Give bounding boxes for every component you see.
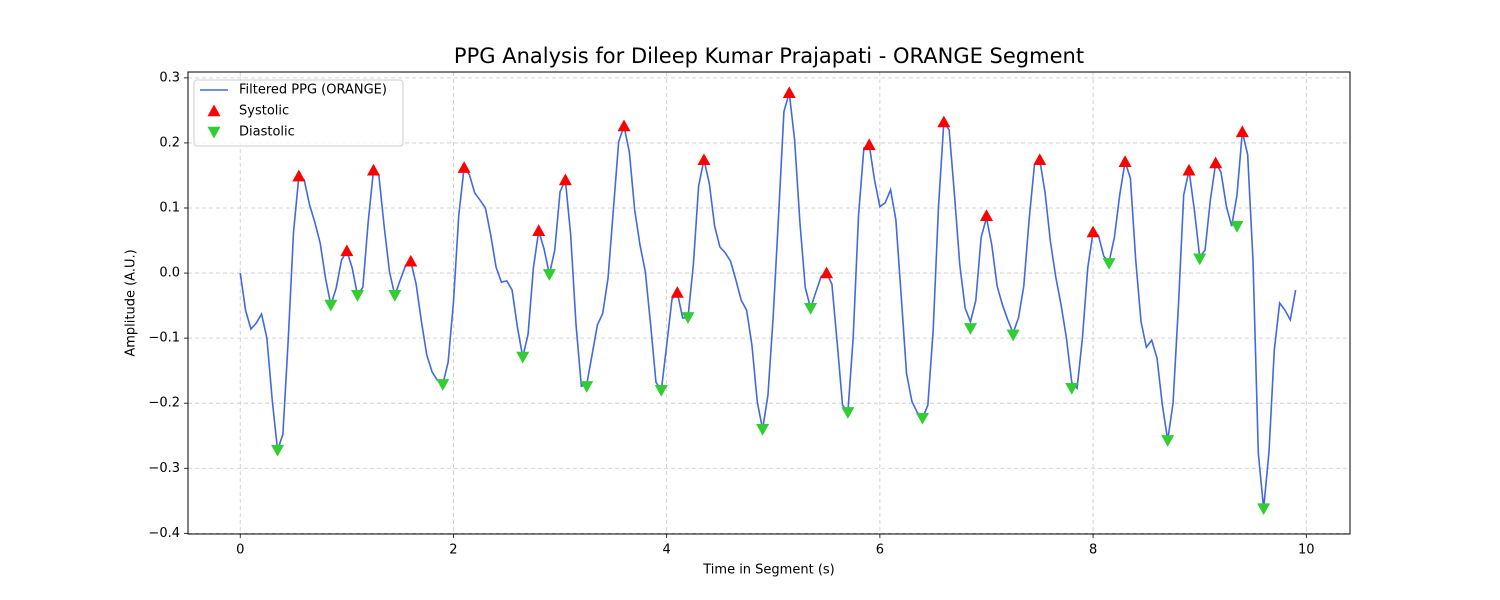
diastolic-marker	[841, 407, 855, 419]
systolic-marker	[404, 254, 418, 267]
x-tick-label: 8	[1089, 543, 1097, 558]
x-tick-label: 10	[1298, 543, 1315, 558]
systolic-marker	[862, 138, 876, 151]
x-tick-label: 0	[236, 543, 244, 558]
systolic-marker	[1086, 225, 1100, 238]
diastolic-marker	[324, 299, 338, 312]
y-tick-label: 0.3	[159, 70, 180, 85]
y-tick-label: −0.3	[148, 461, 180, 476]
systolic-marker	[1209, 156, 1223, 169]
ppg-line	[239, 92, 1297, 509]
systolic-marker	[979, 209, 993, 222]
systolic-marker	[292, 169, 306, 182]
systolic-marker	[457, 161, 471, 173]
systolic-marker	[697, 153, 711, 166]
diastolic-marker	[1193, 253, 1207, 266]
systolic-marker	[617, 119, 631, 132]
diastolic-marker	[804, 303, 818, 315]
diastolic-marker	[916, 412, 930, 425]
y-tick-label: 0.2	[159, 135, 180, 150]
systolic-marker	[558, 173, 572, 186]
systolic-marker	[1235, 125, 1249, 138]
systolic-marker	[1118, 155, 1132, 167]
x-tick-label: 4	[663, 543, 671, 558]
diastolic-marker	[654, 384, 668, 397]
diastolic-marker	[388, 289, 402, 302]
legend-marker	[207, 126, 221, 139]
systolic-marker	[532, 224, 546, 236]
diastolic-marker	[351, 289, 365, 302]
diastolic-marker	[1257, 503, 1271, 516]
diastolic-marker	[1006, 329, 1020, 342]
diastolic-marker	[436, 379, 450, 391]
legend: Filtered PPG (ORANGE) Systolic Diastolic	[193, 79, 404, 147]
legend-label: Diastolic	[239, 125, 295, 140]
systolic-marker	[1182, 163, 1196, 176]
diastolic-marker	[542, 269, 556, 281]
y-tick-label: −0.2	[148, 396, 180, 411]
systolic-marker	[937, 115, 951, 128]
legend-marker	[207, 104, 221, 117]
y-tick-label: 0.1	[159, 200, 180, 215]
legend-label: Filtered PPG (ORANGE)	[239, 83, 387, 98]
systolic-marker	[340, 244, 354, 257]
diastolic-marker	[1065, 383, 1079, 395]
y-tick-label: −0.1	[148, 331, 180, 346]
x-axis-label: Time in Segment (s)	[702, 563, 834, 578]
x-tick-label: 2	[449, 543, 457, 558]
diastolic-marker	[580, 381, 594, 393]
diastolic-marker	[1161, 435, 1175, 447]
grid	[188, 72, 1350, 534]
diastolic-marker	[1230, 221, 1244, 233]
diastolic-marker	[681, 312, 695, 324]
legend-label: Systolic	[239, 104, 289, 119]
diastolic-marker	[516, 351, 530, 364]
diastolic-marker	[963, 323, 977, 335]
systolic-marker	[1033, 153, 1047, 166]
y-tick-label: 0.0	[159, 266, 180, 281]
y-tick-label: −0.4	[148, 526, 180, 541]
diastolic-marker	[271, 444, 285, 457]
y-axis-label: Amplitude (A.U.)	[124, 249, 139, 356]
diastolic-marker	[1102, 258, 1116, 270]
systolic-marker	[670, 286, 684, 298]
systolic-marker	[366, 163, 380, 176]
x-tick-label: 6	[876, 543, 884, 558]
plot-frame	[187, 71, 1351, 535]
plot	[239, 86, 1297, 516]
systolic-marker	[782, 86, 796, 99]
systolic-marker	[820, 266, 834, 279]
diastolic-marker	[756, 424, 770, 436]
chart-title: PPG Analysis for Dileep Kumar Prajapati …	[454, 44, 1084, 68]
legend-box	[193, 79, 404, 147]
